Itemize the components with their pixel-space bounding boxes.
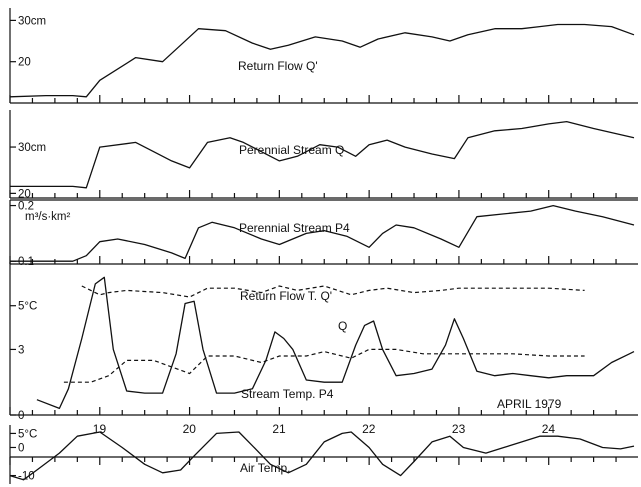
label-air-temp: Air Temp. — [240, 461, 290, 475]
y-tick-label-perennial_stream_p4: 0.2 — [18, 201, 34, 213]
y-tick-label-return_flow: 30cm — [18, 15, 46, 27]
axes — [9, 8, 638, 484]
x-day-label: 24 — [542, 422, 556, 436]
unit-p4: m³/s·km² — [25, 211, 71, 223]
y-tick-label-air_temperature: 5°C — [18, 428, 37, 440]
label-perennial-p4: Perennial Stream P4 — [239, 221, 350, 235]
series-line-perennial_stream_p4-0 — [10, 204, 635, 262]
series-line-water_temperature-0 — [81, 285, 585, 298]
series-layer — [9, 23, 635, 481]
y-tick-label-water_temperature: 0 — [18, 410, 24, 422]
x-day-label: 22 — [362, 422, 376, 436]
y-tick-label-perennial_stream_q: 30cm — [18, 142, 46, 154]
y-tick-label-water_temperature: 3 — [18, 344, 24, 356]
y-tick-label-water_temperature: 5°C — [18, 301, 37, 313]
y-tick-label-return_flow: 20 — [18, 57, 31, 69]
y-tick-label-perennial_stream_p4: 0.1 — [18, 256, 34, 268]
label-q: Q — [338, 319, 347, 333]
x-day-label: 20 — [183, 422, 197, 436]
series-line-water_temperature-1 — [63, 348, 585, 383]
tick-labels: 20 30cm 20 30cm 0.1 0.2 0 3 5°C -10 0 5°C 19 20 21 22 23… — [18, 15, 555, 482]
y-tick-label-air_temperature: -10 — [18, 471, 35, 483]
x-day-label: 23 — [452, 422, 466, 436]
y-tick-label-air_temperature: 0 — [18, 442, 24, 454]
y-tick-label-perennial_stream_q: 20 — [18, 188, 31, 200]
series-line-water_temperature-2 — [36, 276, 635, 410]
date-caption: APRIL 1979 — [497, 397, 562, 411]
series-line-air_temperature-0 — [9, 431, 635, 481]
label-stream-temp: Stream Temp. P4 — [241, 387, 334, 401]
series-line-return_flow-0 — [9, 23, 635, 98]
label-return-flow-t: Return Flow T. Q' — [240, 289, 332, 303]
x-day-label: 19 — [93, 422, 107, 436]
label-perennial-q: Perennial Stream Q — [239, 143, 344, 157]
x-day-label: 21 — [272, 422, 286, 436]
label-return-flow: Return Flow Q' — [238, 59, 318, 73]
series-line-perennial_stream_q-0 — [10, 120, 635, 189]
